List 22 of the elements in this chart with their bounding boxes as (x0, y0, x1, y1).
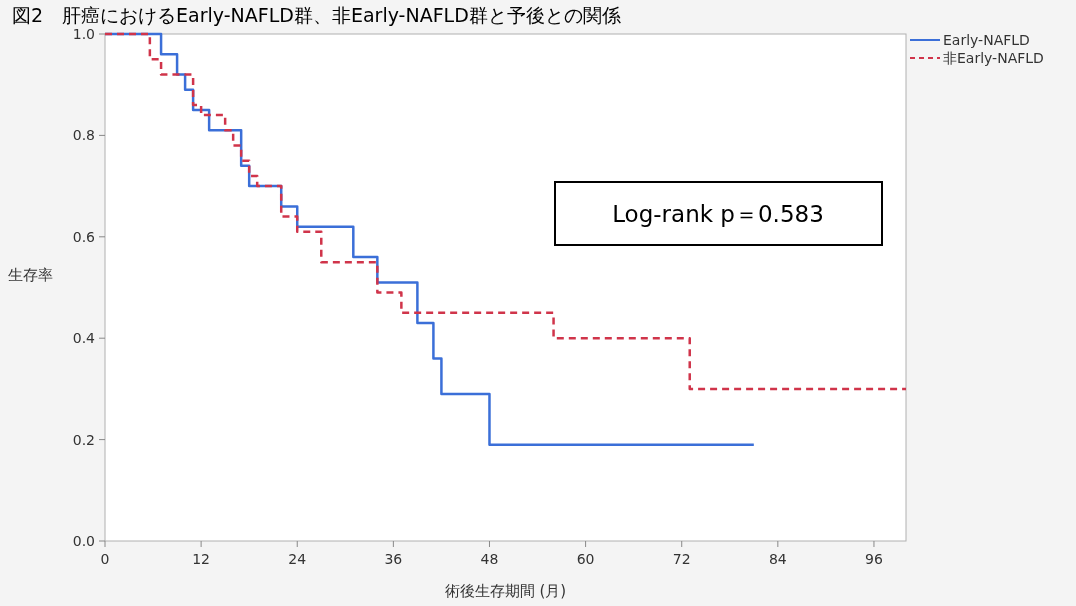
x-axis-title: 術後生存期間 (月) (444, 582, 567, 600)
annotation-box: Log-rank p＝0.583 (554, 181, 883, 246)
legend-label: 非Early-NAFLD (943, 50, 1044, 66)
x-tick-label: 48 (480, 551, 499, 567)
legend-label: Early-NAFLD (943, 32, 1030, 48)
y-tick-label: 0.2 (72, 431, 95, 448)
y-tick-label: 0.6 (72, 228, 96, 245)
x-tick-label: 12 (192, 551, 211, 567)
x-tick-label: 36 (384, 551, 403, 567)
y-tick-label: 0.4 (72, 330, 96, 347)
y-axis-title: 生存率 (8, 266, 53, 284)
y-tick-label: 1.0 (72, 26, 95, 42)
y-tick-label: 0.8 (72, 127, 95, 144)
chart-title: 図2 肝癌におけるEarly-NAFLD群、非Early-NAFLD群と予後との関係 (12, 4, 621, 26)
x-tick-label: 60 (576, 551, 595, 567)
x-tick-label: 24 (288, 551, 307, 567)
x-tick-label: 0 (100, 551, 110, 567)
annotation: Log-rank p＝0.583 (612, 201, 824, 227)
x-tick-label: 72 (672, 551, 691, 567)
x-tick-label: 84 (768, 551, 787, 567)
x-tick-label: 96 (865, 551, 883, 567)
y-tick-label: 0.0 (72, 533, 95, 549)
